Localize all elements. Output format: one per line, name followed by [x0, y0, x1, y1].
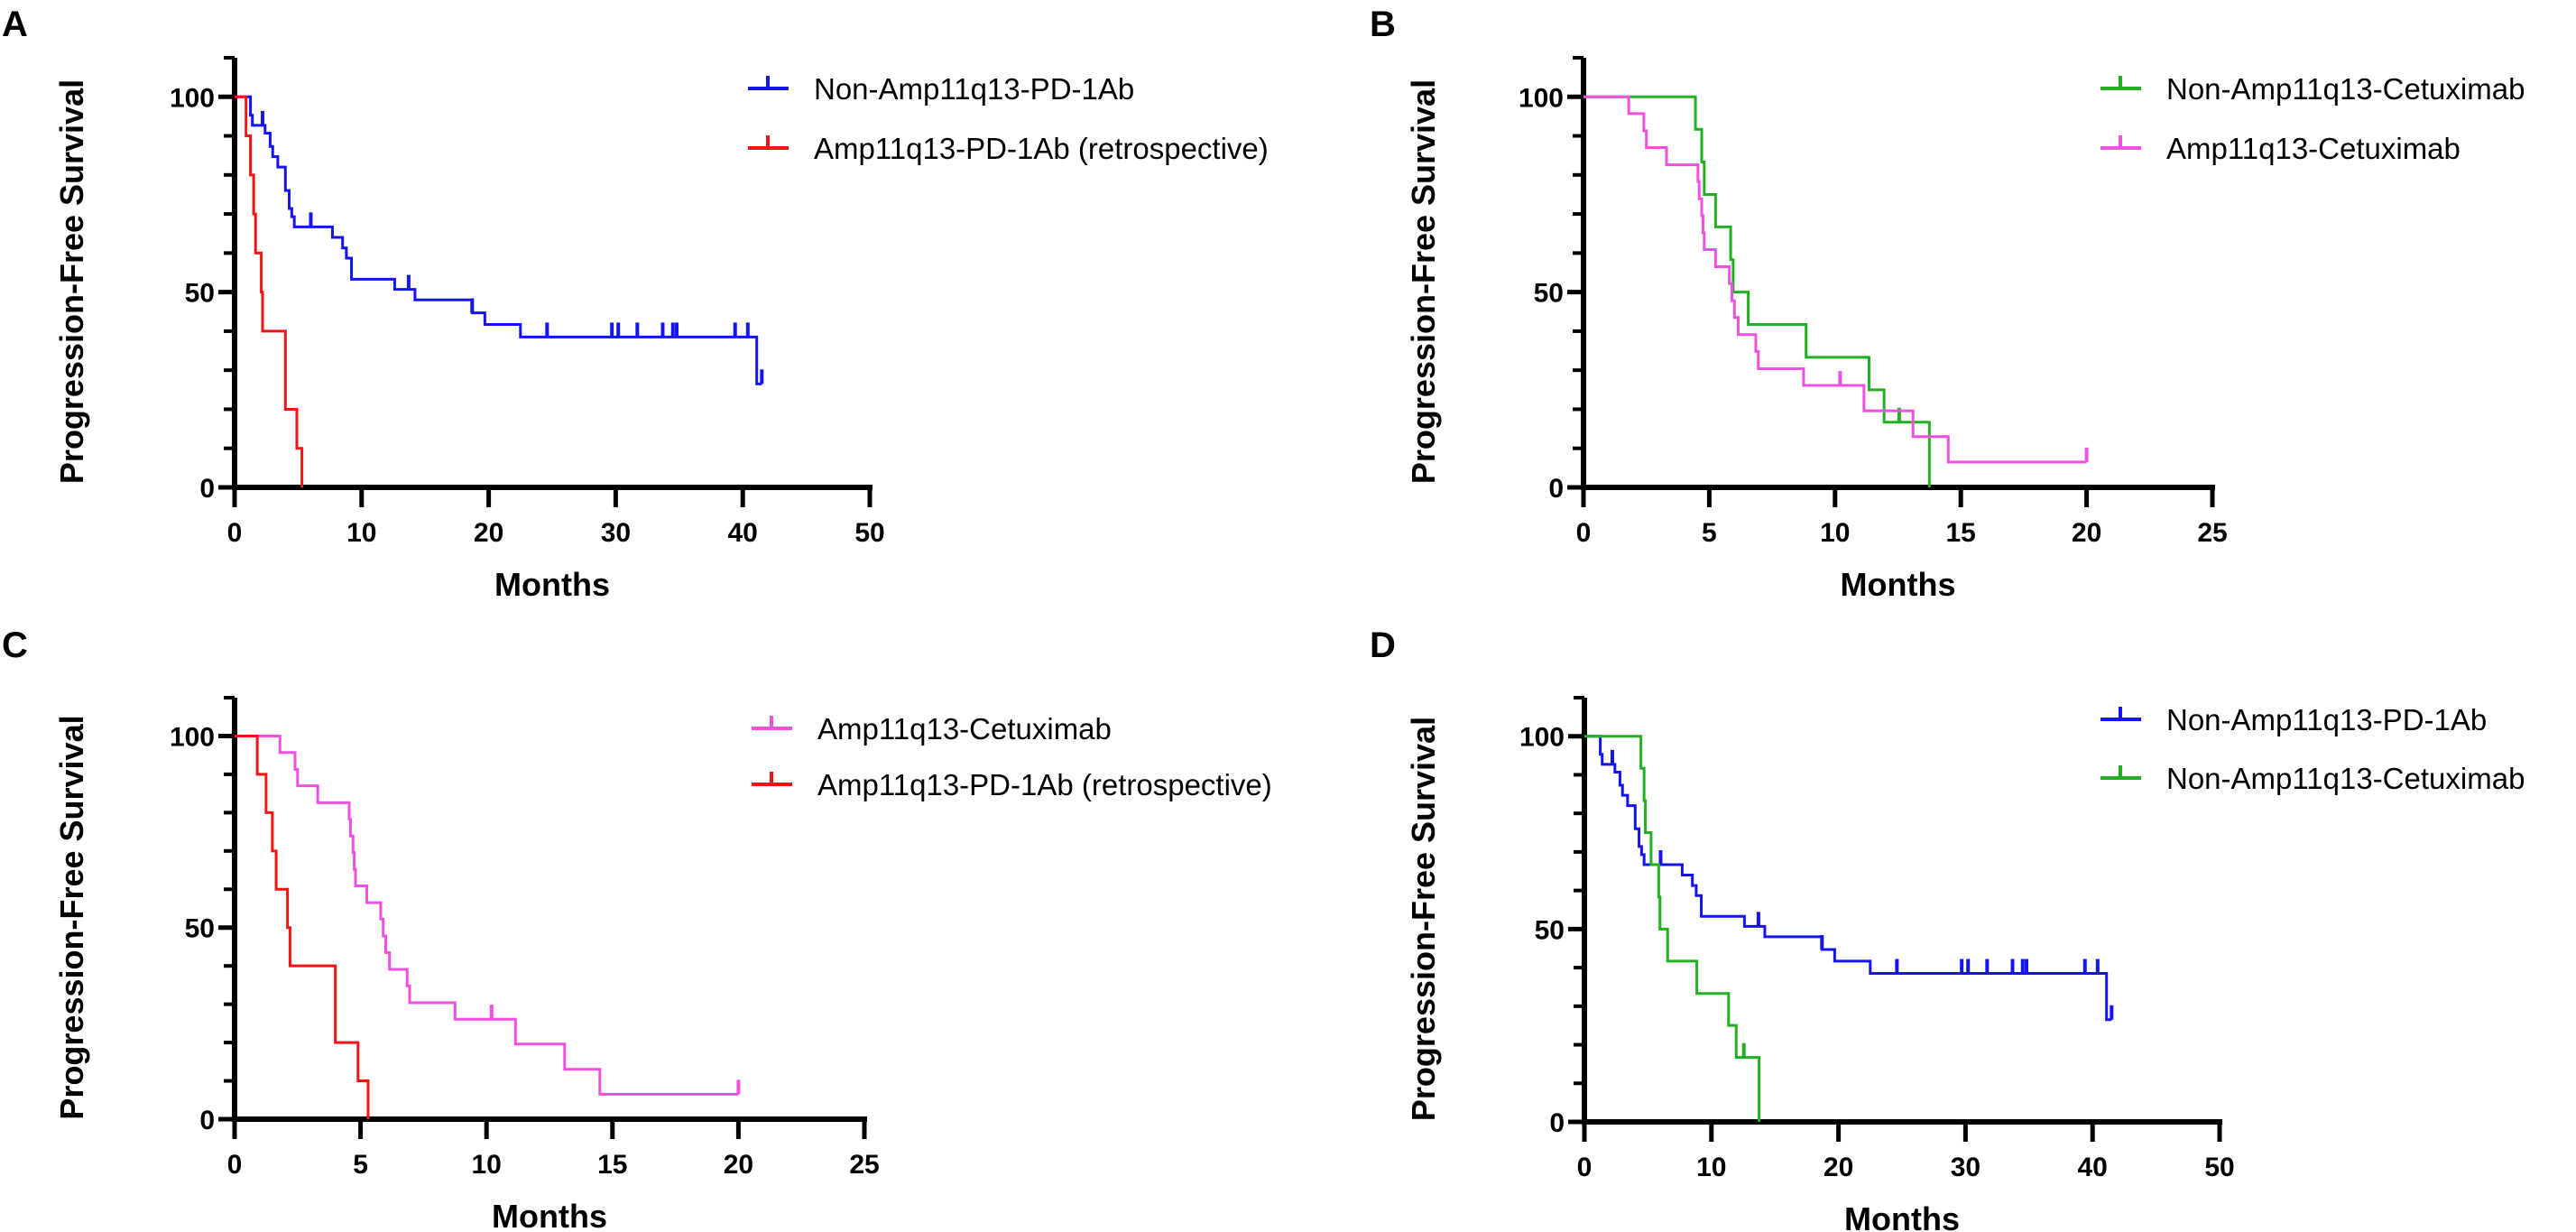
y-tick-label: 0	[199, 474, 215, 504]
legend-item: Amp11q13-Cetuximab	[2101, 132, 2461, 165]
survival-curve-amp-cetux	[1583, 95, 2087, 464]
y-tick-label: 100	[170, 722, 215, 752]
legend-label: Non-Amp11q13-PD-1Ab	[2166, 703, 2487, 736]
x-tick-label: 50	[854, 518, 884, 548]
legend-label: Amp11q13-Cetuximab	[817, 712, 1112, 746]
x-tick-label: 0	[227, 1150, 243, 1180]
x-tick-label: 0	[1577, 1153, 1593, 1182]
panel-a: A 0 50 100 0 10 20 30 40 50 Months Progression-Free…	[2, 5, 1269, 603]
y-tick-label: 50	[1534, 279, 1564, 309]
y-tick-label: 0	[1548, 474, 1564, 504]
x-tick-label: 20	[1824, 1153, 1853, 1182]
x-tick-label: 25	[849, 1150, 879, 1180]
x-tick-label: 20	[474, 518, 503, 548]
panel-c: C 0 50 100 0 5 10 15 20 25 Months Progression-Free …	[2, 625, 1272, 1232]
legend-item: Non-Amp11q13-PD-1Ab	[2101, 703, 2487, 736]
y-tick-label: 0	[199, 1106, 215, 1135]
x-tick-label: 30	[1951, 1153, 1980, 1182]
legend-label: Amp11q13-PD-1Ab (retrospective)	[817, 768, 1272, 801]
y-tick-label: 50	[185, 279, 215, 309]
x-tick-label: 50	[2204, 1153, 2234, 1182]
panel-letter: D	[1370, 625, 1396, 665]
x-tick-label: 5	[353, 1150, 368, 1180]
x-tick-label: 10	[1696, 1153, 1726, 1182]
x-tick-label: 15	[597, 1150, 627, 1180]
x-tick-label: 0	[227, 518, 243, 548]
survival-curve-amp-pd1	[235, 734, 370, 1119]
x-axis-title: Months	[1841, 566, 1956, 603]
panel-d: D 0 50 100 0 10 20 30 40 50 Months Progression-Free…	[1370, 625, 2525, 1232]
y-tick-label: 50	[185, 914, 215, 944]
y-tick-label: 100	[1519, 83, 1564, 113]
panel-b: B 0 50 100 0 5 10 15 20 25 Months Progression-Free …	[1370, 5, 2525, 603]
legend-label: Amp11q13-Cetuximab	[2166, 132, 2461, 165]
x-tick-label: 10	[1820, 518, 1850, 548]
x-tick-label: 15	[1946, 518, 1976, 548]
y-tick-label: 0	[1549, 1108, 1565, 1138]
legend-item: Non-Amp11q13-Cetuximab	[2101, 72, 2525, 106]
survival-curve-non-amp-cetux	[1583, 95, 1931, 487]
legend-label: Non-Amp11q13-Cetuximab	[2166, 72, 2525, 106]
survival-curve-amp-pd1	[235, 95, 304, 487]
x-tick-label: 30	[601, 518, 631, 548]
x-tick-label: 10	[472, 1150, 502, 1180]
legend-item: Non-Amp11q13-PD-1Ab	[748, 72, 1134, 106]
y-tick-label: 100	[170, 83, 215, 113]
y-tick-label: 50	[1535, 915, 1565, 945]
x-tick-label: 20	[2072, 518, 2101, 548]
y-axis-title: Progression-Free Survival	[53, 79, 90, 484]
legend-item: Amp11q13-Cetuximab	[752, 712, 1112, 746]
x-tick-label: 25	[2197, 518, 2227, 548]
y-tick-label: 100	[1519, 723, 1565, 753]
y-axis-title: Progression-Free Survival	[53, 715, 90, 1119]
legend-label: Non-Amp11q13-PD-1Ab	[814, 72, 1134, 106]
legend-item: Non-Amp11q13-Cetuximab	[2101, 762, 2525, 795]
survival-curve-non-amp-pd1	[1584, 735, 2112, 1022]
x-tick-label: 40	[728, 518, 758, 548]
survival-curve-non-amp-cetux	[1584, 735, 1761, 1122]
legend-item: Amp11q13-PD-1Ab (retrospective)	[752, 768, 1272, 801]
x-axis-title: Months	[494, 566, 610, 603]
panel-letter: C	[2, 625, 28, 665]
x-tick-label: 0	[1576, 518, 1592, 548]
x-tick-label: 40	[2078, 1153, 2108, 1182]
legend-label: Amp11q13-PD-1Ab (retrospective)	[814, 132, 1269, 165]
survival-curve-non-amp-pd1	[235, 95, 762, 385]
panel-letter: A	[2, 5, 28, 44]
x-axis-title: Months	[492, 1198, 607, 1232]
x-tick-label: 10	[346, 518, 376, 548]
panel-letter: B	[1370, 5, 1396, 44]
x-tick-label: 5	[1702, 518, 1717, 548]
x-tick-label: 20	[724, 1150, 753, 1180]
y-axis-title: Progression-Free Survival	[1405, 717, 1442, 1121]
legend-label: Non-Amp11q13-Cetuximab	[2166, 762, 2525, 795]
survival-curve-amp-cetux	[235, 734, 739, 1096]
legend-item: Amp11q13-PD-1Ab (retrospective)	[748, 132, 1269, 165]
y-axis-title: Progression-Free Survival	[1405, 79, 1442, 484]
x-axis-title: Months	[1844, 1200, 1960, 1232]
